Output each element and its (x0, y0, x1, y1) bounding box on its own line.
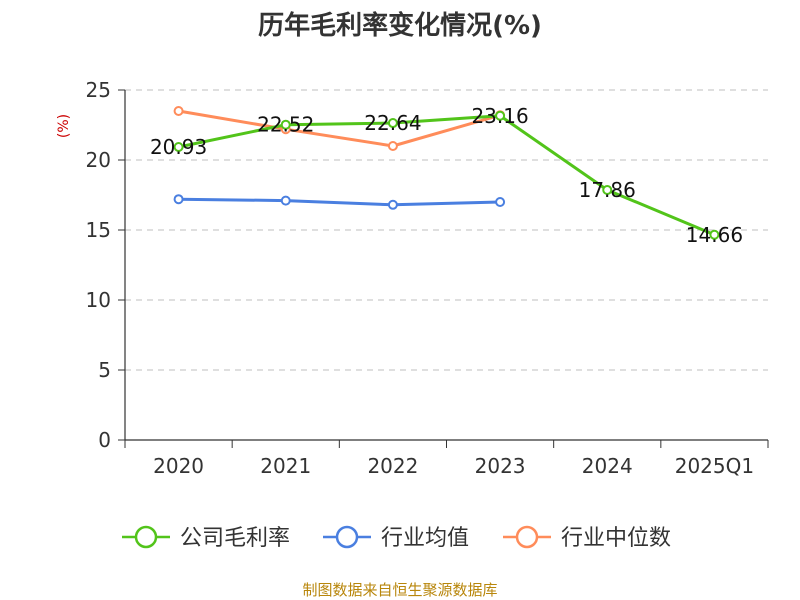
data-point-company[interactable] (495, 110, 506, 121)
data-point-industry-average[interactable] (280, 195, 291, 206)
y-tick-label: 0 (98, 428, 111, 452)
data-label-company: 20.93 (150, 135, 207, 159)
legend-marker-industry-average (335, 525, 359, 549)
x-tick-label: 2023 (475, 454, 526, 478)
legend: 公司毛利率 行业均值 行业中位数 (122, 525, 671, 551)
x-tick-label: 2020 (153, 454, 204, 478)
y-tick-label: 5 (98, 358, 111, 382)
series-line-company (178, 114, 715, 237)
y-tick-label: 10 (86, 288, 111, 312)
legend-label-industry-median: 行业中位数 (561, 526, 671, 551)
data-label-company: 14.66 (686, 223, 743, 247)
data-point-company[interactable] (280, 119, 291, 130)
data-labels: 20.93 22.52 22.64 23.16 17.86 14.66 (150, 104, 743, 247)
series-line-industry-average (178, 197, 501, 207)
x-axis: 2020 2021 2022 2023 2024 2025Q1 (124, 439, 769, 478)
y-tick-label: 25 (86, 78, 111, 102)
legend-marker-company (134, 525, 158, 549)
legend-label-industry-average: 行业均值 (381, 526, 469, 551)
data-point-company[interactable] (602, 184, 613, 195)
data-point-industry-median[interactable] (387, 141, 398, 151)
y-axis: 0 5 10 15 20 25 (86, 78, 126, 452)
data-label-company: 23.16 (471, 104, 528, 128)
x-tick-label: 2021 (260, 454, 311, 478)
chart-title: 历年毛利率变化情况(%) (258, 10, 542, 41)
data-point-industry-average[interactable] (173, 194, 184, 205)
legend-marker-industry-median (515, 525, 539, 549)
data-label-company: 17.86 (579, 178, 636, 202)
y-tick-label: 15 (86, 218, 111, 242)
data-point-company[interactable] (173, 141, 184, 152)
series-industry-median (173, 106, 506, 151)
data-point-industry-average[interactable] (495, 197, 506, 207)
y-axis-unit: (%) (56, 114, 72, 138)
data-point-industry-average[interactable] (387, 199, 398, 210)
data-label-company: 22.64 (364, 111, 421, 135)
legend-item-company[interactable]: 公司毛利率 (122, 525, 290, 551)
x-tick-label: 2025Q1 (675, 454, 754, 478)
data-point-company[interactable] (387, 118, 398, 129)
legend-item-industry-average[interactable]: 行业均值 (323, 525, 469, 551)
data-source-note: 制图数据来自恒生聚源数据库 (302, 581, 497, 599)
y-tick-label: 20 (86, 148, 111, 172)
series-line-industry-median (178, 109, 501, 148)
data-label-company: 22.52 (257, 113, 314, 137)
data-point-industry-median[interactable] (173, 106, 184, 116)
x-tick-label: 2024 (582, 454, 633, 478)
legend-item-industry-median[interactable]: 行业中位数 (503, 525, 671, 551)
x-tick-label: 2022 (367, 454, 418, 478)
series-lines (173, 106, 720, 240)
series-company (173, 110, 720, 240)
series-industry-average (173, 194, 506, 210)
data-point-company[interactable] (709, 229, 720, 240)
legend-label-company: 公司毛利率 (180, 526, 290, 551)
grid-lines (125, 89, 768, 371)
